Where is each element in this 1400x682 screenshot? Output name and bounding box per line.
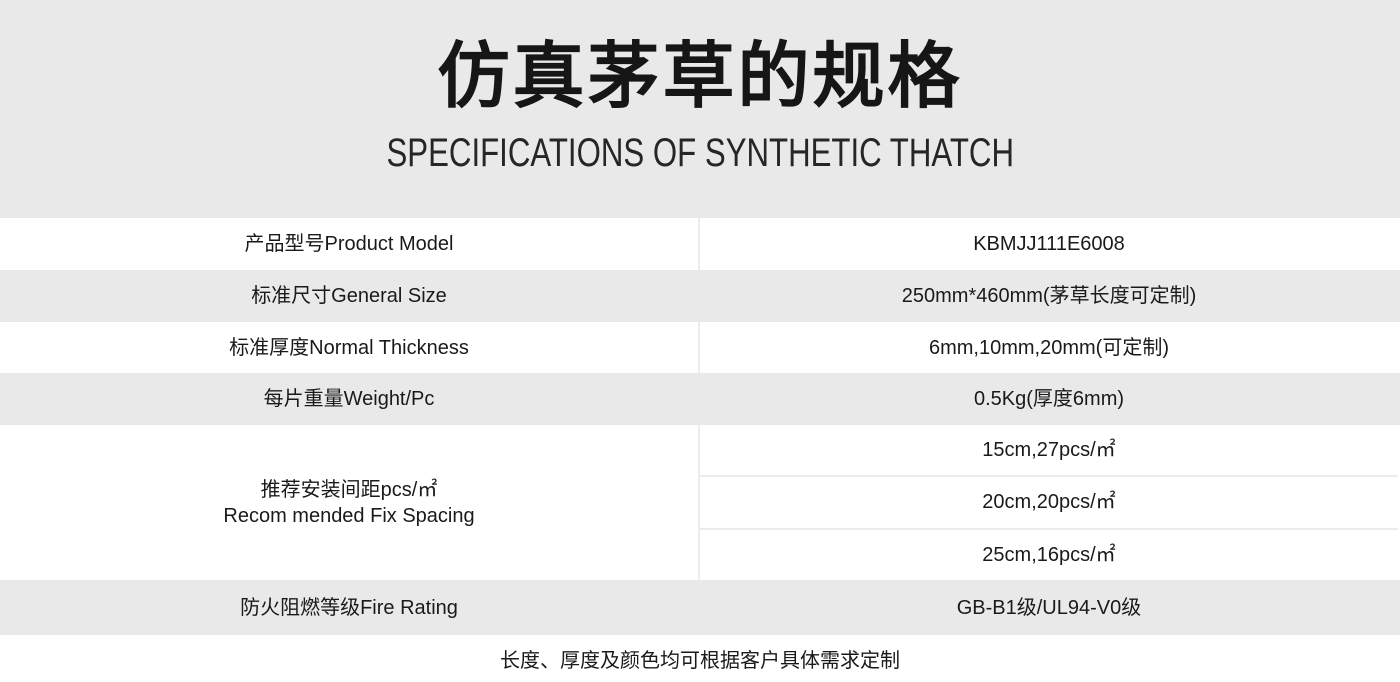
spec-table: 产品型号Product Model KBMJJ111E6008 标准尺寸Gene… [0,218,1400,635]
row-label: 推荐安装间距pcs/㎡ Recom mended Fix Spacing [0,425,700,580]
row-value: 0.5Kg(厚度6mm) [973,388,1125,410]
table-row-product-model: 产品型号Product Model KBMJJ111E6008 [0,218,1400,270]
row-label-line1: 推荐安装间距pcs/㎡ [260,478,438,501]
row-value: 250mm*460mm(茅草长度可定制) [901,285,1197,307]
header-banner: 仿真茅草的规格 SPECIFICATIONS OF SYNTHETIC THAT… [0,0,1400,218]
table-row-normal-thickness: 标准厚度Normal Thickness 6mm,10mm,20mm(可定制) [0,322,1400,373]
table-row-general-size: 标准尺寸General Size 250mm*460mm(茅草长度可定制) [0,270,1400,322]
row-subvalue: 25cm,16pcs/㎡ [700,527,1398,580]
row-label-line2: Recom mended Fix Spacing [223,504,475,527]
table-row-weight: 每片重量Weight/Pc 0.5Kg(厚度6mm) [0,373,1400,425]
row-label: 每片重量Weight/Pc [263,388,435,410]
row-label: 标准厚度Normal Thickness [0,322,700,373]
page-subtitle: SPECIFICATIONS OF SYNTHETIC THATCH [386,131,1014,176]
footer-note: 长度、厚度及颜色均可根据客户具体需求定制 [0,635,1400,681]
table-row-fire-rating: 防火阻燃等级Fire Rating GB-B1级/UL94-V0级 [0,580,1400,635]
row-label: 防火阻燃等级Fire Rating [240,596,458,619]
table-row-fix-spacing: 推荐安装间距pcs/㎡ Recom mended Fix Spacing 15c… [0,425,1400,580]
row-subvalue: 15cm,27pcs/㎡ [982,439,1116,462]
row-value: KBMJJ111E6008 [973,233,1125,255]
row-subvalue: 20cm,20pcs/㎡ [700,475,1398,527]
row-value-group: 15cm,27pcs/㎡ 20cm,20pcs/㎡ 25cm,16pcs/㎡ [700,425,1398,580]
page-title: 仿真茅草的规格 [437,37,963,117]
row-label: 标准尺寸General Size [251,285,447,307]
row-value: 6mm,10mm,20mm(可定制) [928,336,1169,359]
row-value: GB-B1级/UL94-V0级 [956,596,1142,619]
row-label: 产品型号Product Model [0,218,700,270]
